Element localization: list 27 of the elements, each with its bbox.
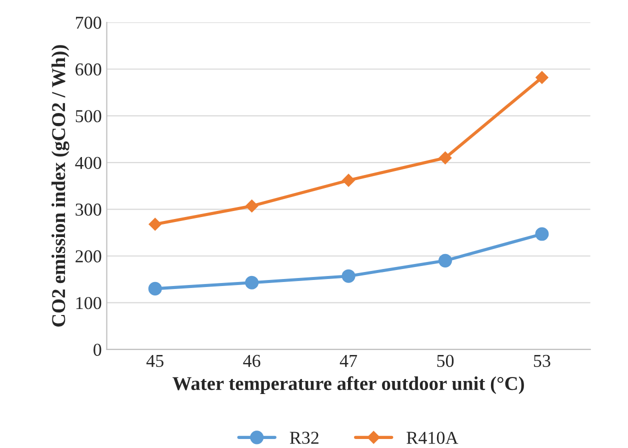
y-tick-label: 400 [75,156,102,169]
point [438,151,452,164]
y-tick-label: 200 [76,250,102,262]
x-tick-label: 50 [437,354,454,368]
y-tick-label: 700 [76,16,102,29]
x-tick-label: 45 [146,354,164,368]
point [245,276,259,290]
y-tick-label: 0 [94,344,102,356]
point [148,282,162,296]
y-tick-label: 100 [76,296,102,310]
point [245,200,258,212]
y-tick-label: 300 [76,204,102,216]
x-tick-label: 53 [534,354,550,368]
x-tick-label: 47 [340,354,358,367]
x-axis-title: Water temperature after outdoor unit (°C) [172,376,524,394]
legend-label: R410A [406,432,458,444]
point [536,71,548,84]
point [148,218,162,231]
y-tick-label: 500 [76,110,102,122]
legend-label: R32 [290,432,318,444]
point [535,227,549,241]
y-axis-title: CO2 emission index (gCO2 / Wh)) [51,45,70,327]
point [438,254,452,268]
point [342,269,356,283]
x-tick-label: 46 [243,354,260,368]
y-tick-label: 600 [76,63,102,76]
point [342,174,355,187]
